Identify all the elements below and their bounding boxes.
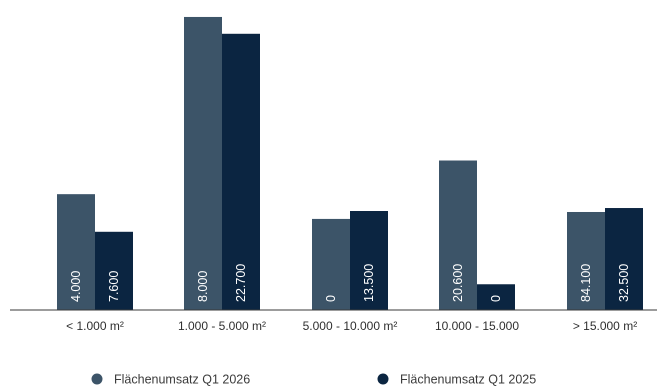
bar-1-2 [184,16,222,311]
bar-1-4 [439,160,477,310]
bar-2-5 [605,208,643,310]
bar-1-5 [567,211,605,310]
data-label-1-3: 0 [324,295,338,302]
data-label-2-4: 0 [489,295,503,302]
x-tick-label-5: > 15.000 m² [573,319,637,333]
data-label-2-1: 7.600 [107,271,121,302]
bar-2-2 [222,33,260,310]
data-label-1-5: 84.100 [579,264,593,302]
legend-marker-2 [377,373,389,385]
bar-2-1 [95,231,133,310]
legend: Flächenumsatz Q1 2026 Flächenumsatz Q1 20… [91,373,536,387]
data-label-1-4: 20.600 [451,264,465,302]
data-label-1-2: 8.000 [196,271,210,302]
bar-2-3 [350,211,388,310]
legend-label-1: Flächenumsatz Q1 2026 [114,373,250,387]
data-label-2-2: 22.700 [234,264,248,302]
x-tick-labels: < 1.000 m² 1.000 - 5.000 m² 5.000 - 10.000… [66,319,637,333]
legend-marker-1 [91,373,103,385]
bar-1-3 [312,218,350,310]
data-label-1-1: 4.000 [69,271,83,302]
data-label-2-5: 32.500 [617,264,631,302]
x-tick-label-3: 5.000 - 10.000 m² [303,319,398,333]
x-tick-label-4: 10.000 - 15.000 [435,319,519,333]
bar-2-4 [477,284,515,310]
legend-item-2: Flächenumsatz Q1 2025 [377,373,536,387]
x-tick-label-1: < 1.000 m² [66,319,124,333]
legend-item-1: Flächenumsatz Q1 2026 [91,373,250,387]
x-tick-label-2: 1.000 - 5.000 m² [178,319,266,333]
legend-label-2: Flächenumsatz Q1 2025 [400,373,536,387]
data-label-2-3: 13.500 [362,264,376,302]
bars-layer: 4.000 7.600 8.000 22.700 0 13.500 20.600 0 84.10… [57,16,643,311]
bar-1-1 [57,194,95,310]
